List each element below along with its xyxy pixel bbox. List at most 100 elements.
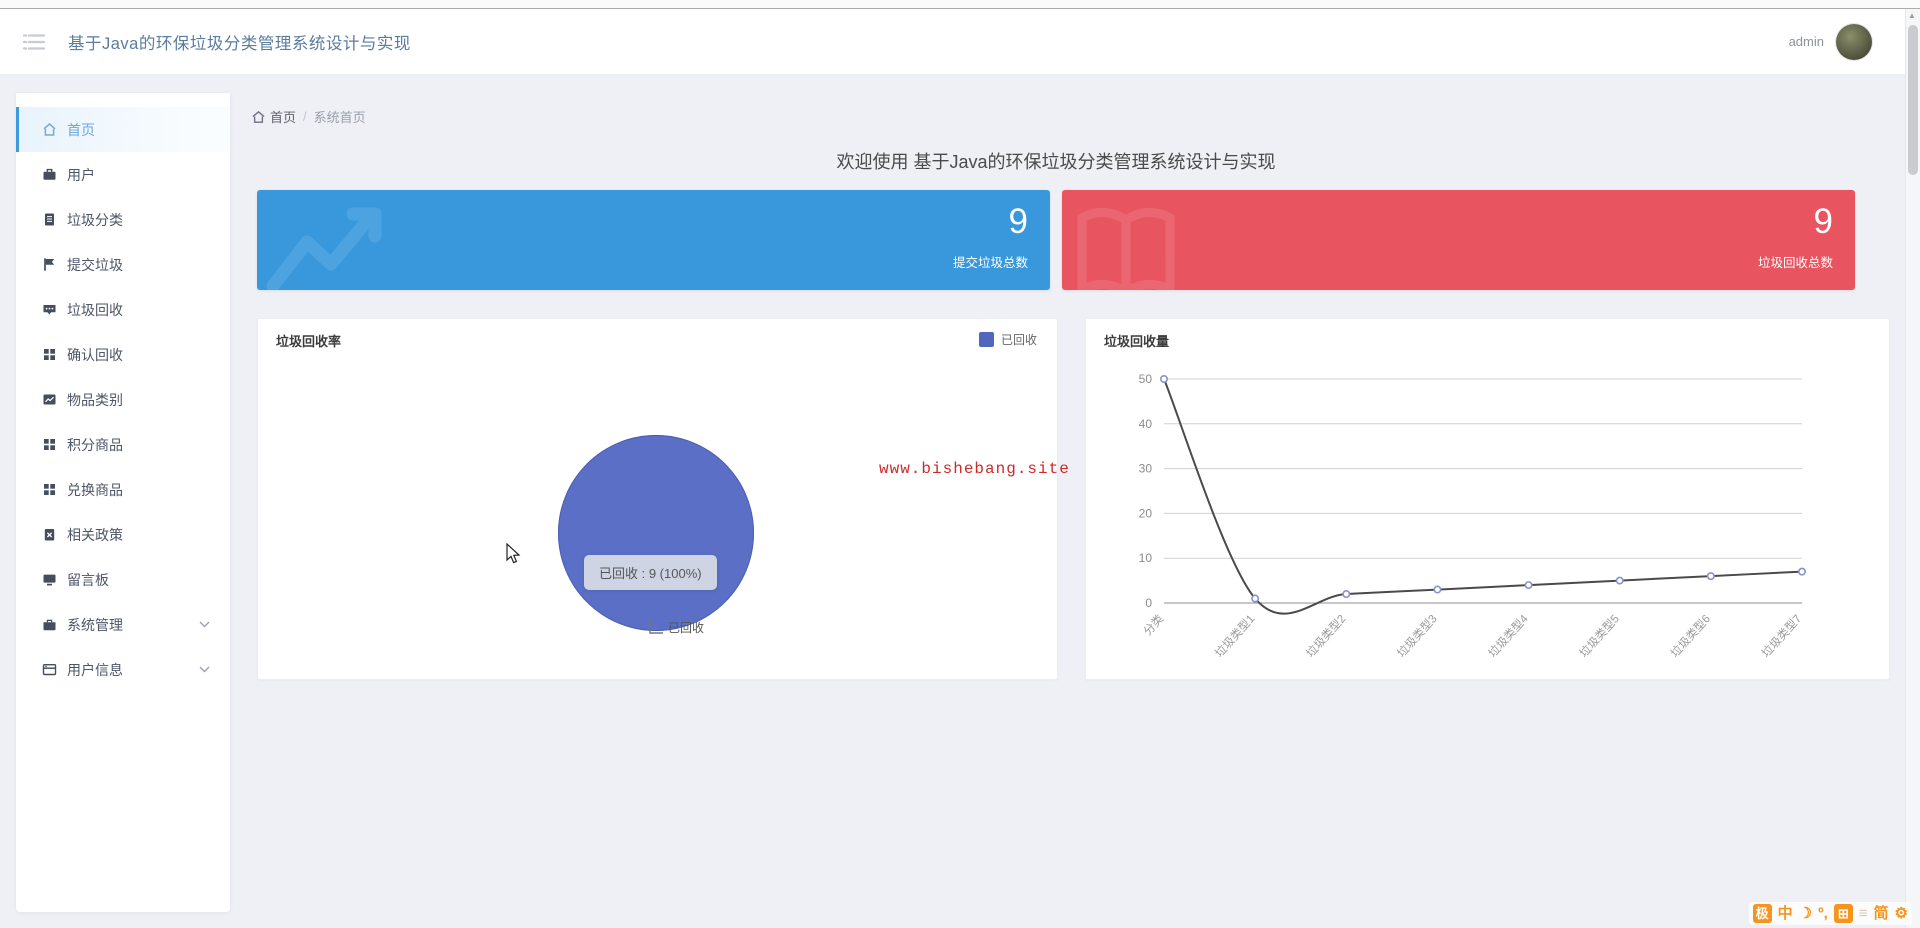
legend-swatch: [978, 332, 994, 347]
stat-label: 提交垃圾总数: [952, 256, 1028, 270]
fullwidth-moon-icon[interactable]: ☽: [1798, 905, 1813, 922]
vertical-scrollbar[interactable]: ▲: [1905, 9, 1920, 928]
punctuation-icon[interactable]: º,: [1818, 905, 1828, 922]
sidebar-item-10[interactable]: 相关政策: [16, 512, 230, 557]
data-point[interactable]: [1342, 590, 1351, 599]
data-point[interactable]: [1706, 572, 1715, 581]
data-point[interactable]: [1797, 567, 1806, 576]
data-point[interactable]: [1251, 594, 1260, 603]
sidebar-item-6[interactable]: 确认回收: [16, 332, 230, 377]
window-icon: [42, 664, 57, 676]
sidebar: 首页用户垃圾分类提交垃圾垃圾回收确认回收物品类别积分商品兑换商品相关政策留言板系…: [16, 93, 230, 912]
sidebar-item-label: 确认回收: [67, 346, 123, 363]
welcome-heading: 欢迎使用 基于Java的环保垃圾分类管理系统设计与实现: [836, 152, 1276, 172]
user-name[interactable]: admin: [1788, 34, 1824, 49]
avatar[interactable]: [1836, 23, 1872, 60]
sidebar-item-8[interactable]: 积分商品: [16, 422, 230, 467]
line-chart-title: 垃圾回收量: [1104, 334, 1170, 349]
stat-value: 9: [1813, 202, 1833, 241]
stat-cards-row: 9 提交垃圾总数 9 垃圾回收总数: [257, 190, 1855, 290]
soft-keyboard-icon[interactable]: ⊞: [1833, 904, 1853, 923]
sidebar-item-1[interactable]: 首页: [16, 107, 230, 152]
grid-icon: [44, 349, 55, 360]
sidebar-item-7[interactable]: 物品类别: [16, 377, 230, 422]
y-tick-label: 20: [1139, 506, 1153, 520]
scrollbar-thumb[interactable]: [1908, 25, 1918, 175]
chart-icon: [43, 394, 56, 405]
sidebar-item-label: 用户信息: [67, 661, 123, 678]
y-tick-label: 0: [1145, 596, 1152, 610]
stat-value: 9: [1008, 202, 1028, 241]
sidebar-item-5[interactable]: 垃圾回收: [16, 287, 230, 332]
y-tick-label: 30: [1139, 462, 1153, 476]
data-point[interactable]: [1615, 576, 1624, 585]
label-line-icon: [649, 620, 663, 634]
pie-slice-recycled[interactable]: [558, 435, 754, 631]
user-zone: admin: [1789, 9, 1872, 74]
home-icon: [43, 123, 56, 136]
chat-icon: [43, 305, 56, 315]
home-icon: [252, 110, 265, 123]
toolbox-icon[interactable]: ≡: [1858, 905, 1868, 922]
y-tick-label: 40: [1139, 417, 1153, 431]
sidebar-item-label: 相关政策: [67, 526, 123, 543]
stat-label: 垃圾回收总数: [1757, 256, 1833, 270]
grid-icon: [44, 484, 55, 495]
breadcrumb-home[interactable]: 首页: [252, 107, 296, 126]
pie-slice-label: 已回收: [646, 619, 704, 636]
sidebar-item-label: 兑换商品: [67, 481, 123, 498]
chart-tooltip: 已回收 : 9 (100%): [584, 555, 717, 590]
sogou-logo-icon[interactable]: 极: [1752, 904, 1772, 923]
ime-toolbar: 极中 ☽ º, ⊞ ≡ 简 ⚙: [1748, 902, 1912, 925]
sidebar-item-label: 提交垃圾: [67, 256, 123, 273]
sidebar-item-13[interactable]: 用户信息: [16, 647, 230, 692]
sidebar-item-label: 留言板: [67, 571, 109, 588]
board-icon: [43, 574, 56, 586]
line-series: [1163, 378, 1803, 615]
mouse-cursor-icon: [506, 543, 522, 565]
flag-icon: [44, 258, 55, 271]
pie-slice-label-text: 已回收: [668, 621, 705, 635]
settings-gear-icon[interactable]: ⚙: [1894, 905, 1908, 922]
pie-chart-title: 垃圾回收率: [276, 334, 342, 349]
clipboard-x-icon: [44, 529, 55, 541]
sidebar-item-2[interactable]: 用户: [16, 152, 230, 197]
sidebar-item-11[interactable]: 留言板: [16, 557, 230, 602]
data-point[interactable]: [1524, 581, 1533, 590]
line-chart-card: 垃圾回收量 0 10 20 30 40 50 分类 垃圾类型1 垃圾类型2 垃圾类型3 垃圾类型4 垃…: [1085, 318, 1890, 680]
sidebar-toggle-icon[interactable]: [22, 32, 48, 52]
sidebar-item-12[interactable]: 系统管理: [16, 602, 230, 647]
grid-icon: [44, 439, 55, 450]
trend-chart-icon: [265, 200, 385, 290]
sidebar-item-9[interactable]: 兑换商品: [16, 467, 230, 512]
breadcrumb-current: 系统首页: [313, 110, 366, 125]
sidebar-item-label: 首页: [67, 121, 95, 138]
data-point[interactable]: [1433, 585, 1442, 594]
breadcrumb: 首页 / 系统首页: [252, 107, 366, 126]
sidebar-item-label: 系统管理: [67, 616, 123, 633]
x-tick-label: 分类: [1140, 611, 1166, 638]
chevron-down-icon: [199, 621, 210, 628]
data-point[interactable]: [1160, 374, 1169, 383]
line-chart-plot: 0 10 20 30 40 50 分类 垃圾类型1 垃圾类型2 垃圾类型3 垃圾类型4 垃圾类型5 垃圾…: [1139, 372, 1806, 660]
x-tick-label: 垃圾类型4: [1485, 611, 1531, 660]
sidebar-item-label: 垃圾分类: [67, 211, 123, 228]
pie-chart-card: 垃圾回收率 已回收 已回收 已回收 : 9 (100%): [257, 318, 1058, 680]
x-tick-label: 垃圾类型1: [1212, 612, 1257, 660]
sidebar-item-label: 垃圾回收: [67, 301, 123, 318]
legend-label: 已回收: [1000, 333, 1037, 347]
chinese-mode-icon[interactable]: 中: [1777, 905, 1793, 922]
simplified-icon[interactable]: 简: [1873, 905, 1889, 922]
scroll-up-arrow-icon[interactable]: ▲: [1908, 11, 1916, 20]
pie-legend[interactable]: 已回收: [978, 331, 1037, 348]
x-tick-label: 垃圾类型7: [1759, 612, 1804, 660]
sidebar-item-4[interactable]: 提交垃圾: [16, 242, 230, 287]
sidebar-item-label: 物品类别: [67, 391, 123, 408]
sidebar-item-3[interactable]: 垃圾分类: [16, 197, 230, 242]
bag-icon: [43, 619, 56, 631]
y-tick-label: 10: [1139, 551, 1153, 565]
breadcrumb-separator: /: [303, 109, 307, 124]
page-title: 基于Java的环保垃圾分类管理系统设计与实现: [68, 34, 411, 53]
stat-card-recycled: 9 垃圾回收总数: [1062, 190, 1855, 290]
